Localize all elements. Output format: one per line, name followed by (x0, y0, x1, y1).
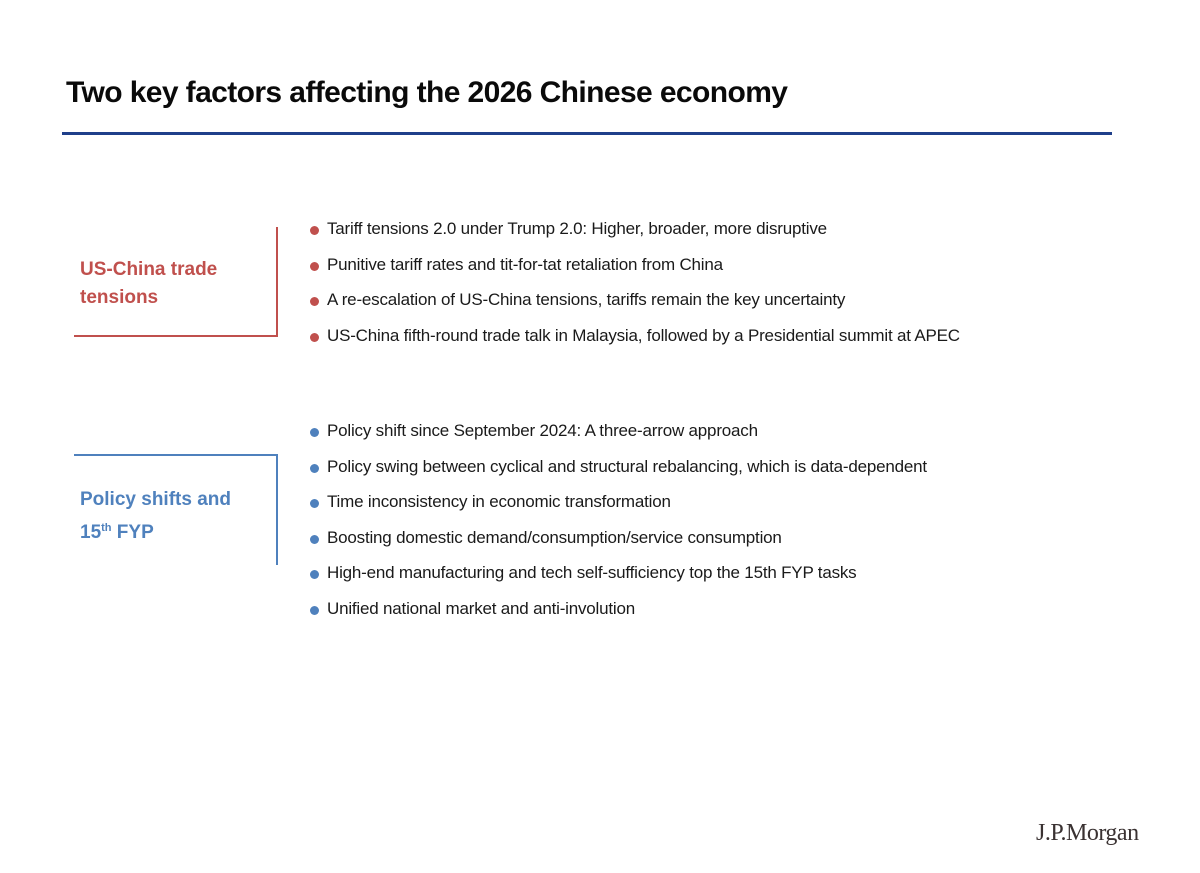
bullet-dot-icon (310, 605, 319, 615)
section-label-trade-tensions: US-China trade tensions (80, 256, 217, 312)
label-number: 15 (80, 522, 102, 543)
bullet-dot-icon (310, 570, 319, 579)
list-item: US-China fifth-round trade talk in Malay… (308, 326, 960, 362)
list-item: Boosting domestic demand/consumption/ser… (308, 528, 927, 564)
section-divider-horizontal (74, 335, 278, 337)
bullet-dot-icon (310, 428, 319, 437)
bullet-text: Boosting domestic demand/consumption/ser… (327, 527, 782, 547)
section-divider-vertical (276, 227, 278, 337)
section-divider-vertical (276, 454, 278, 565)
bullet-dot-icon (310, 499, 319, 508)
bullet-dot-icon (310, 226, 319, 235)
title-underline (62, 132, 1112, 135)
bullet-text: Punitive tariff rates and tit-for-tat re… (327, 254, 723, 274)
bullet-dot-icon (310, 332, 319, 342)
list-item: Policy shift since September 2024: A thr… (308, 421, 927, 457)
section-label-line: 15th FYP (80, 514, 231, 547)
bullet-dot-icon (310, 463, 319, 473)
section-divider-horizontal (74, 454, 278, 456)
slide-title: Two key factors affecting the 2026 Chine… (66, 76, 788, 109)
section-label-line: tensions (80, 287, 159, 308)
list-item: Unified national market and anti-involut… (308, 599, 927, 635)
bullet-dot-icon (310, 297, 319, 306)
label-superscript: th (101, 522, 112, 534)
label-text: FYP (111, 522, 154, 543)
jpmorgan-logo: J.P.Morgan (1036, 820, 1139, 846)
trade-tensions-bullets: Tariff tensions 2.0 under Trump 2.0: Hig… (308, 219, 960, 361)
section-label-line: Policy shifts and (80, 489, 231, 510)
section-label-policy-shifts: Policy shifts and 15th FYP (80, 486, 231, 547)
section-label-line: US-China trade (80, 259, 218, 280)
bullet-text: Policy swing between cyclical and struct… (327, 456, 927, 476)
bullet-dot-icon (310, 261, 319, 271)
bullet-dot-icon (310, 534, 319, 544)
list-item: Punitive tariff rates and tit-for-tat re… (308, 255, 960, 291)
bullet-text: High-end manufacturing and tech self-suf… (327, 563, 857, 582)
bullet-text: Unified national market and anti-involut… (327, 598, 635, 618)
bullet-text: Tariff tensions 2.0 under Trump 2.0: Hig… (327, 219, 827, 238)
list-item: Tariff tensions 2.0 under Trump 2.0: Hig… (308, 219, 960, 255)
bullet-text: Policy shift since September 2024: A thr… (327, 421, 758, 440)
list-item: High-end manufacturing and tech self-suf… (308, 563, 927, 599)
policy-shifts-bullets: Policy shift since September 2024: A thr… (308, 421, 927, 634)
bullet-text: A re-escalation of US-China tensions, ta… (327, 290, 846, 309)
bullet-text: US-China fifth-round trade talk in Malay… (327, 325, 960, 345)
list-item: Policy swing between cyclical and struct… (308, 457, 927, 493)
bullet-text: Time inconsistency in economic transform… (327, 492, 671, 511)
list-item: Time inconsistency in economic transform… (308, 492, 927, 528)
list-item: A re-escalation of US-China tensions, ta… (308, 290, 960, 326)
